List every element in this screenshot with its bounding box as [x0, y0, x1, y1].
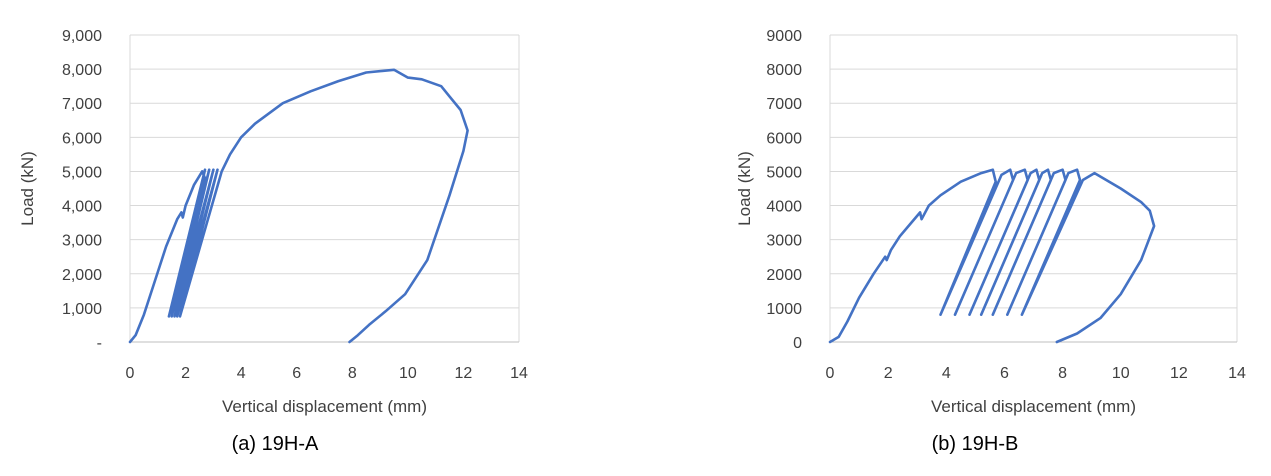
y-tick-label: 9000 — [766, 28, 802, 45]
load-displacement-series-line — [128, 68, 469, 344]
y-tick-label: 0 — [793, 335, 802, 352]
chart-panel-a: - 1,000 2,000 3,000 4,000 5,000 6,000 7,000 8,00… — [18, 28, 528, 455]
y-tick-label: 8,000 — [62, 62, 102, 79]
y-tick-label: 4000 — [766, 199, 802, 216]
y-tick-label: 2,000 — [62, 267, 102, 284]
x-tick-label: 10 — [399, 365, 417, 382]
y-tick-label: 6,000 — [62, 130, 102, 147]
y-tick-label: 3000 — [766, 233, 802, 250]
y-tick-label: - — [97, 335, 102, 352]
x-tick-label: 4 — [942, 365, 951, 382]
chart-caption: (b) 19H-B — [932, 433, 1019, 455]
chart-caption: (a) 19H-A — [232, 433, 319, 455]
y-tick-label: 8000 — [766, 62, 802, 79]
x-tick-label: 10 — [1112, 365, 1130, 382]
x-tick-label: 8 — [348, 365, 357, 382]
x-axis-title: Vertical displacement (mm) — [931, 397, 1136, 416]
y-tick-label: 1,000 — [62, 301, 102, 318]
load-displacement-series-line — [828, 168, 1156, 344]
x-tick-label: 0 — [126, 365, 135, 382]
y-tick-label: 9,000 — [62, 28, 102, 45]
y-axis-title: Load (kN) — [735, 151, 754, 226]
x-tick-label: 6 — [292, 365, 301, 382]
y-tick-label: 5,000 — [62, 164, 102, 181]
x-tick-label: 4 — [237, 365, 246, 382]
x-tick-label: 8 — [1058, 365, 1067, 382]
chart-panel-b: 0 1000 2000 3000 4000 5000 6000 7000 8000 9000 0 2 4… — [735, 28, 1246, 455]
y-tick-label: 6000 — [766, 130, 802, 147]
x-tick-label: 12 — [1170, 365, 1188, 382]
y-tick-label: 1000 — [766, 301, 802, 318]
x-tick-label: 2 — [181, 365, 190, 382]
y-tick-label: 5000 — [766, 164, 802, 181]
x-axis-title: Vertical displacement (mm) — [222, 397, 427, 416]
x-tick-label: 14 — [1228, 365, 1246, 382]
x-tick-label: 12 — [455, 365, 473, 382]
x-tick-label: 14 — [510, 365, 528, 382]
y-tick-label: 7000 — [766, 96, 802, 113]
y-tick-label: 7,000 — [62, 96, 102, 113]
y-axis-title: Load (kN) — [18, 151, 37, 226]
x-tick-label: 0 — [826, 365, 835, 382]
x-tick-label: 2 — [884, 365, 893, 382]
y-tick-label: 2000 — [766, 267, 802, 284]
y-tick-label: 3,000 — [62, 233, 102, 250]
y-tick-label: 4,000 — [62, 199, 102, 216]
x-tick-label: 6 — [1000, 365, 1009, 382]
